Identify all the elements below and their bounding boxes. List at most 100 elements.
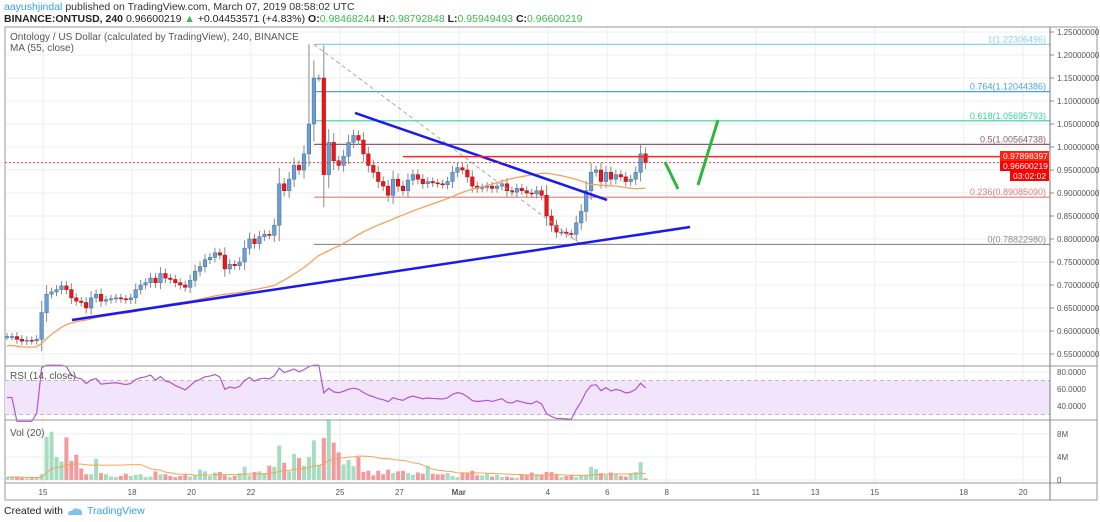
candle-down (217, 252, 222, 256)
volume-bar (509, 477, 514, 480)
volume-bar (44, 436, 49, 480)
volume-bar (480, 475, 485, 480)
volume-bar (519, 474, 524, 480)
volume-bar (356, 457, 361, 480)
date-axis-label: 18 (128, 488, 137, 497)
volume-bar (430, 473, 435, 480)
candle-down (178, 282, 183, 286)
chart-frame (4, 26, 1098, 501)
volume-bar (282, 462, 287, 480)
candle-down (504, 183, 509, 191)
rsi-band (5, 380, 1050, 415)
candle-down (282, 183, 287, 191)
candle-up (9, 336, 14, 338)
price-axis-label: 1.25000000 (1057, 28, 1100, 37)
candle-down (64, 285, 69, 290)
fib-level-label: 0(0.78822980) (987, 234, 1046, 244)
date-axis-label: 4 (546, 488, 551, 497)
volume-bar (470, 470, 475, 480)
volume-bar (203, 471, 207, 480)
candle-down (331, 142, 336, 162)
candle-down (252, 238, 257, 244)
candle-down (173, 279, 178, 283)
low-label: L: (447, 13, 458, 25)
candle-up (103, 299, 109, 302)
volume-bar (475, 475, 480, 480)
projection-down-stroke (663, 161, 680, 190)
volume-bar (207, 475, 212, 480)
candle-up (108, 298, 114, 301)
volume-bar (351, 466, 356, 480)
candle-down (524, 190, 529, 194)
volume-bar (29, 478, 34, 480)
candle-up (316, 77, 321, 80)
volume-bar (485, 473, 490, 480)
volume-bar (153, 471, 158, 480)
rsi-band-fill (5, 380, 1050, 415)
price-axis-label: 1.05000000 (1057, 120, 1100, 129)
volume-bar (415, 472, 420, 480)
candle-up (391, 178, 396, 196)
volume-bar (178, 475, 183, 480)
volume-bar (34, 477, 39, 480)
date-axis-label: 18 (959, 488, 968, 497)
candle-up (198, 266, 203, 272)
volume-bar (242, 466, 247, 480)
volume-bar (302, 465, 306, 480)
volume-bar (212, 472, 217, 480)
candle-up (485, 185, 490, 188)
price-axis-label: 0.70000000 (1057, 281, 1100, 290)
candle-up (346, 142, 351, 157)
symbol-info: BINANCE:ONTUSD, 240 0.96600219 ▲ +0.0445… (4, 13, 583, 25)
candle-down (19, 339, 24, 342)
price-axis-label: 0.80000000 (1057, 235, 1100, 244)
candle-down (539, 190, 544, 196)
candle-up (425, 181, 430, 185)
candle-down (519, 188, 524, 191)
volume-bar (445, 473, 450, 480)
volume-bar (183, 474, 188, 480)
candle-up (138, 284, 143, 290)
volume-bar (19, 477, 24, 480)
candle-up (54, 289, 59, 293)
volume-bar (490, 476, 495, 480)
volume-bar (460, 473, 465, 480)
volume-bar (118, 475, 123, 480)
ma-55-line (6, 172, 646, 348)
candle-down (366, 153, 371, 166)
volume-bar (321, 438, 326, 480)
candle-up (128, 297, 133, 300)
candle-down (183, 284, 188, 288)
volume-bar (569, 475, 574, 480)
volume-bar (504, 476, 509, 480)
candle-down (118, 297, 123, 300)
tradingview-link[interactable]: TradingView (86, 505, 145, 517)
tradingview-cloud-icon (67, 508, 82, 515)
volume-bar (381, 474, 386, 480)
price-tags: 0.97898397 0.96600219 03:02:02 (1000, 151, 1049, 181)
volume-bar (336, 452, 341, 480)
candle-up (292, 165, 297, 180)
date-axis-label: 13 (811, 488, 820, 497)
volume-bar (133, 474, 138, 480)
volume-bar (435, 474, 440, 480)
candle-up (455, 167, 460, 173)
support-trendline (71, 225, 691, 322)
volume-bar (9, 477, 14, 480)
price-axis-label: 0.65000000 (1057, 304, 1100, 313)
candle-up (287, 178, 292, 191)
date-axis-label: 15 (39, 488, 48, 497)
candle-down (440, 183, 445, 186)
drawings[interactable] (5, 43, 1000, 322)
volume-bar (54, 457, 59, 480)
candle-down (529, 192, 534, 195)
price-change: +0.04453571 (+4.83%) (197, 13, 306, 25)
volume-bar (99, 473, 104, 480)
price-axis-label: 0.85000000 (1057, 212, 1100, 221)
volume-bar (262, 473, 267, 480)
candle-up (514, 188, 519, 193)
low-value: 0.95949493 (457, 13, 514, 25)
last-price-tag-bg (1000, 161, 1049, 171)
author-link[interactable]: aayushjindal (4, 1, 63, 13)
